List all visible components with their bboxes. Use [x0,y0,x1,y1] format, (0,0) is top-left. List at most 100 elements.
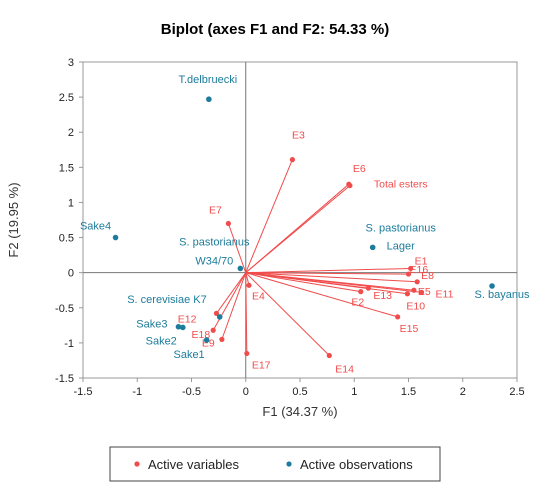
vector-e18 [212,272,247,331]
observation-label: Sake2 [146,335,177,347]
y-tick-label: 0.5 [59,233,74,245]
x-tick-label: 1 [351,386,357,398]
vector-tip-e15 [395,314,401,320]
y-tick-label: -1 [64,338,74,350]
observation-point-sake4 [112,234,119,241]
vector-e12 [216,272,247,314]
vector-e2 [245,272,361,293]
y-tick-label: 2 [68,127,74,139]
vector-e1 [245,267,411,274]
variable-label: E7 [209,205,222,217]
vector-tip-e17 [244,350,250,357]
vector-e8 [245,272,418,283]
variable-label: E14 [335,364,354,376]
y-tick-label: 3 [68,57,74,69]
vector-tip-e18 [210,327,216,333]
variable-label: E3 [292,130,305,142]
x-axis-ticks: -1.5 -1 -0.5 0 0.5 1 1.5 2 2.5 [74,378,525,398]
x-tick-label: -0.5 [182,386,201,398]
legend-label-observations: Active observations [300,457,413,472]
x-tick-label: 2.5 [509,386,524,398]
y-tick-label: 1.5 [59,162,74,174]
vector-tip-e9 [219,336,225,342]
observation-points [112,96,495,343]
vector-e14 [245,272,330,356]
y-tick-label: -1.5 [55,373,74,385]
legend-box [109,446,441,482]
y-tick-label: 2.5 [59,92,74,104]
vector-tip-e16 [405,271,412,277]
vector-tip-total-esters [347,182,353,189]
x-tick-label: 0 [243,386,249,398]
vector-e13 [245,272,369,289]
vector-e16 [245,272,409,275]
y-tick-label: 1 [68,197,74,209]
x-axis-title: F1 (34.37 %) [262,404,337,419]
vector-tip-e7 [225,220,231,227]
vector-tip-e14 [326,352,332,359]
variable-label: E4 [252,290,265,302]
vector-e9 [221,272,247,340]
vector-e17 [245,272,248,354]
legend-marker-variables [134,461,140,467]
variable-vectors [210,157,425,359]
vector-tip-e13 [365,285,371,291]
vector-e15 [245,272,398,318]
y-tick-label: -0.5 [55,303,74,315]
variable-label: E17 [252,359,271,371]
legend: Active variables Active observations [109,446,441,482]
observation-point-sake2 [180,324,186,331]
x-tick-label: -1.5 [74,386,93,398]
x-tick-label: 2 [460,386,466,398]
observation-point-sake3 [175,323,182,330]
variable-label: E16 [410,264,429,276]
observation-label: W34/70 [195,255,233,267]
legend-marker-observations [286,461,292,467]
vector-total-esters [245,185,351,274]
chart-title: Biplot (axes F1 and F2: 54.33 %) [161,21,389,38]
y-tick-label: 0 [68,268,74,280]
y-axis-ticks: -1.5 -1 -0.5 0 0.5 1 1.5 2 2.5 3 [55,57,83,385]
observation-labels: T.delbruecki Sake4 S. pastorianus W34/70 S. … [80,74,530,361]
observation-point-s-cerevisiae-k7 [216,314,223,320]
legend-label-variables: Active variables [148,457,240,472]
y-axis-title: F2 (19.95 %) [6,182,21,257]
vector-tip-e3 [289,157,296,163]
observation-label: Sake4 [80,221,111,233]
x-tick-label: 1.5 [401,386,416,398]
variable-label: E1 [415,255,428,267]
variable-label: E8 [421,270,434,282]
observation-point-s-bayanus [489,283,495,289]
observation-point-sake1 [203,337,210,343]
observation-label: S. pastorianus [179,236,250,248]
vector-tip-e4 [246,282,252,288]
variable-label: E6 [353,163,366,175]
vector-tip-e10 [404,291,411,297]
variable-label: E15 [400,323,419,335]
vector-tip-e12 [213,310,220,316]
observation-label: Lager [387,240,415,252]
variable-label: E11 [436,288,454,300]
observation-point-s-pastorianus-lager [369,244,376,251]
variable-label: E10 [406,301,425,313]
vector-tip-e2 [358,289,364,295]
vector-e7 [227,223,247,273]
observation-label: S. cerevisiae K7 [127,294,206,306]
x-tick-label: 0.5 [292,386,307,398]
variable-label: E13 [373,290,392,302]
variable-label: E5 [418,286,431,298]
variable-label: Total esters [374,179,428,191]
observation-label: S. pastorianus [366,222,437,234]
vector-tip-e1 [408,265,414,272]
vector-e3 [245,159,293,273]
observation-label: T.delbruecki [179,74,238,86]
variable-label: E12 [178,313,197,325]
vector-tip-e11 [418,289,425,295]
observation-label: S. bayanus [475,289,531,301]
x-tick-label: -1 [132,386,142,398]
observation-point-s-pastorianus-w34-70 [237,265,244,272]
observation-label: Sake3 [136,319,167,331]
vector-tip-e8 [414,279,420,285]
